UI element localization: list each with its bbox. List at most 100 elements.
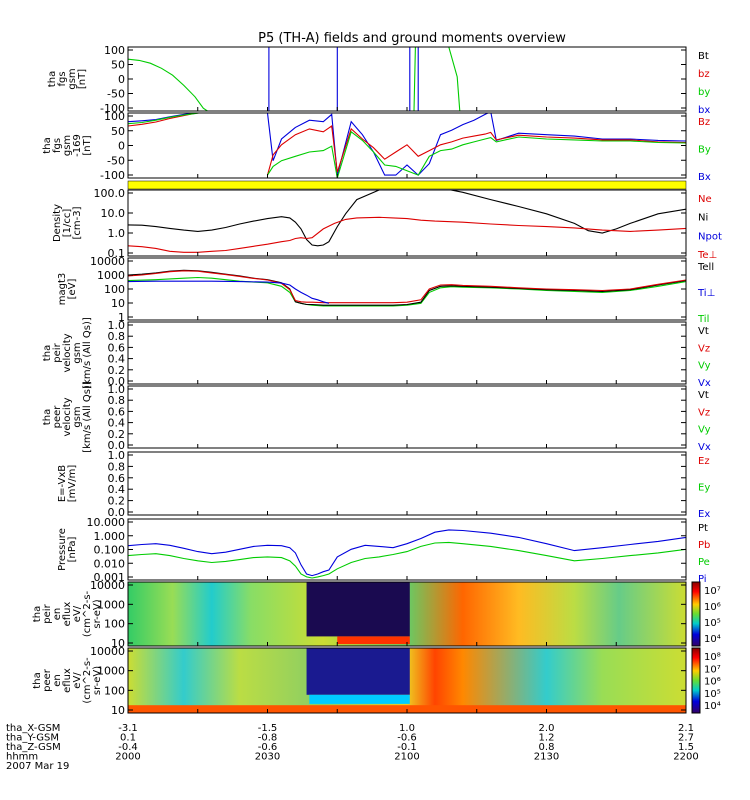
panel-efield: 1.00.80.60.40.20.0 E=-VxB[mV/m] Ez Ey Ex [57,449,710,520]
legend-Vy: Vy [698,361,711,372]
xaxis-value: 1.0 [399,723,415,734]
legend-Bz: Bz [698,117,710,128]
legend-Vx: Vx [698,378,711,389]
ylabel-line: tha [32,606,43,622]
y-tick-label: 0.0 [108,506,126,519]
fgs-ylabel: thafgsgsm[nT] [47,68,88,89]
magt3-series-3 [128,280,330,304]
panel-peer_velocity: 1.00.80.60.40.20.0 thapeervelocitygsm[km/… [42,381,711,453]
y-tick-label: 1000 [97,665,125,678]
y-tick-label: 100 [104,110,125,123]
peer-cyan-band [309,694,410,704]
legend-Ni: Ni [698,213,708,224]
ylabel-line: fgs [57,71,68,86]
fgs_sm-series-3 [266,113,686,176]
legend-bz: bz [698,69,710,80]
ylabel-line: [km/s (All Qs)] [82,317,93,389]
xaxis-value: 2200 [673,752,698,763]
ylabel-line: eflux [62,668,73,693]
panel-peir_velocity: 1.00.80.60.40.20.0 thapeirvelocitygsm[km/… [42,317,711,389]
density-series-0 [128,190,686,247]
y-tick-label: -100 [100,102,125,115]
legend-Ne: Ne [698,194,712,205]
pressure-series-1 [128,541,686,579]
colorbar-label: 10⁷ [704,586,721,597]
xaxis-value: 2.0 [539,723,555,734]
ylabel-line: [mV/m] [67,465,78,503]
legend-Bx: Bx [698,172,711,183]
colorbar-label: 10⁴ [704,701,721,712]
peer_eflux-ylabel: thapeerenefluxeV/(cm^2-s-sr-eV) [32,657,103,704]
ylabel-line: [nPa] [67,536,78,562]
ylabel-line: sr-eV) [92,666,103,695]
y-tick-label: 0.2 [108,364,126,377]
panels-group: 100500-50-100thafgsgsm[nT]Btbzbybx100500… [32,44,722,717]
ylabel-line: peer [42,668,53,692]
y-tick-label: 0.8 [108,394,126,407]
ylabel-line: gsm [62,135,73,156]
xaxis-row-label: tha_Z-GSM [6,742,61,753]
ylabel-line: tha [42,345,53,361]
peir-dark-region [306,582,410,637]
y-tick-label: 1.0 [108,319,126,332]
panel-peir_eflux: 10⁷ 10⁶ 10⁵ 10⁴ 10000 1000 100 10 thapeireneflux… [32,579,721,650]
legend-Vz: Vz [698,407,710,418]
y-tick-label: 10000 [90,255,125,268]
ylabel-line: tha [47,71,58,87]
ylabel-line: velocity [62,333,73,372]
colorbar-label: 10⁵ [704,689,721,700]
y-tick-label: 1.0 [108,449,126,462]
y-tick-label: 1000 [97,598,125,611]
magt3-series-1 [128,269,686,306]
y-tick-label: 0 [118,140,125,153]
fgs-series-0 [128,58,209,111]
xaxis-value: 2100 [394,752,419,763]
colorbar-label: 10⁴ [704,634,721,645]
y-tick-label: 100.0 [94,187,126,200]
legend-Ey: Ey [698,483,710,494]
legend-Bt: Bt [698,51,709,62]
legend-Til: Til [697,314,709,325]
ylabel-line: en [52,674,63,687]
ylabel-line: peer [52,405,63,429]
colorbar-label: 10⁶ [704,602,721,613]
legend-Vt: Vt [698,326,709,337]
legend-Ti⊥: Ti⊥ [697,288,715,299]
ylabel-line: gsm [67,68,78,89]
legend-Tell: Tell [697,262,714,273]
y-tick-label: 0.010 [94,557,126,570]
y-tick-label: 0.001 [94,571,126,584]
panel-density: 100.0 10.0 1.0 0.1 Density[1/cc][cm-3] Ne Ni Np… [52,187,722,261]
y-tick-label: 100 [104,684,125,697]
xaxis-value: 1.2 [539,733,555,744]
legend-by: by [698,87,710,98]
ylabel-line: Density [52,204,63,242]
legend-bx: bx [698,105,710,116]
xaxis-date: 2007 Mar 19 [6,761,69,772]
ylabel-line: peir [52,342,63,362]
y-tick-label: 0.1 [108,247,126,260]
y-tick-label: 0.4 [108,417,126,430]
xaxis-row-label: tha_X-GSM [6,723,60,734]
ylabel-line: fgs [52,138,63,153]
xaxis-value: -0.6 [258,742,278,753]
y-tick-label: 0.100 [94,544,126,557]
xaxis-value: 1.5 [678,742,694,753]
y-tick-label: 0 [118,73,125,86]
ylabel-line: (cm^2-s- [82,590,93,637]
magt3-series-2 [128,270,686,304]
fgs_sm-series-5 [267,130,686,178]
data-quality-bar [127,180,687,190]
xaxis-value: 2030 [255,752,280,763]
xaxis-value: -0.6 [397,733,417,744]
xaxis-value: -0.1 [397,742,417,753]
ylabel-line: magt3 [57,273,68,306]
density-series-1 [128,216,686,253]
ylabel-line: eV/ [72,605,83,622]
y-tick-label: 100 [104,283,125,296]
ylabel-line: [nT] [77,69,88,89]
xaxis-value: 0.1 [120,733,136,744]
legend-Te⊥: Te⊥ [697,250,717,261]
